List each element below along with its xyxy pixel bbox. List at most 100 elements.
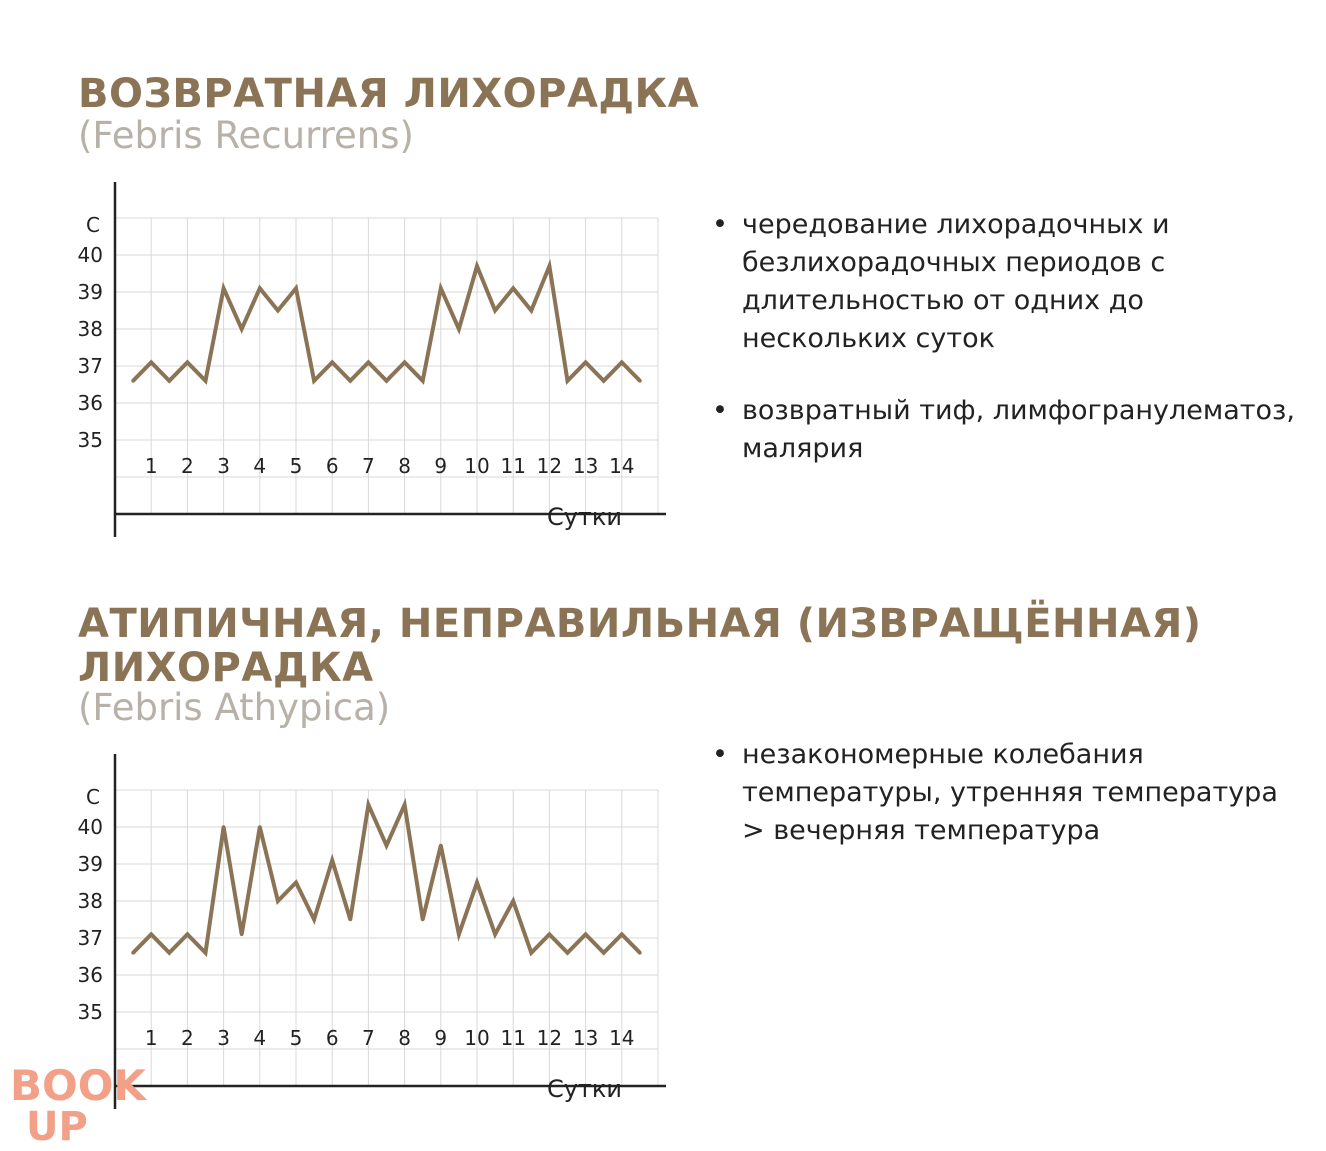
temperature-point	[601, 951, 606, 955]
x-tick-label: 4	[253, 454, 266, 478]
bullet-text: возвратный тиф, лимфогранулематоз, маляр…	[742, 395, 1295, 464]
temperature-point	[475, 880, 479, 885]
temperature-point	[221, 825, 226, 829]
section-2-subtitle: (Febris Athypica)	[78, 686, 391, 729]
temperature-point	[384, 379, 389, 383]
temperature-point	[457, 327, 461, 331]
temperature-point	[239, 327, 244, 331]
temperature-point	[258, 286, 262, 291]
temperature-point	[565, 379, 570, 383]
temperature-point	[348, 917, 353, 922]
temperature-point	[529, 951, 534, 955]
temperature-point	[366, 360, 371, 365]
x-tick-label: 14	[609, 1026, 634, 1050]
section-2-bullets: • незакономерные колебания температуры, у…	[712, 736, 1302, 884]
x-tick-label: 8	[398, 1026, 411, 1050]
temperature-point	[348, 379, 353, 383]
temperature-point	[185, 360, 190, 365]
temperature-point	[402, 803, 407, 807]
logo-line-1: BOOK	[10, 1061, 147, 1110]
x-tick-label: 4	[253, 1026, 266, 1050]
x-tick-label: 13	[573, 1026, 598, 1050]
y-tick-label: 40	[78, 815, 103, 839]
temperature-point	[402, 360, 407, 365]
temperature-point	[167, 379, 172, 383]
temperature-point	[167, 951, 172, 955]
temperature-point	[547, 264, 552, 268]
temperature-point	[601, 379, 606, 383]
temperature-point	[239, 932, 244, 937]
section-1-title: ВОЗВРАТНАЯ ЛИХОРАДКА	[78, 71, 700, 117]
logo-line-2: UP	[26, 1104, 88, 1144]
x-tick-label: 10	[464, 454, 489, 478]
bullet-text: незакономерные колебания температуры, ут…	[742, 739, 1278, 846]
y-tick-label: 37	[78, 926, 103, 950]
y-tick-label: 38	[78, 889, 103, 913]
temperature-point	[384, 843, 389, 848]
temperature-point	[638, 951, 642, 955]
section-1-bullets: • чередование лихорадочных и безлихорадоч…	[712, 206, 1302, 502]
x-tick-label: 8	[398, 454, 411, 478]
bullet-text: чередование лихорадочных и безлихорадочн…	[742, 209, 1170, 354]
temperature-point	[258, 825, 262, 829]
bullet-dot-icon: •	[712, 395, 728, 426]
y-tick-label: 35	[78, 1000, 103, 1024]
temperature-point	[493, 308, 497, 313]
temperature-point	[439, 843, 443, 848]
bullet-item: • чередование лихорадочных и безлихорадоч…	[712, 206, 1302, 358]
temperature-series-line	[131, 258, 642, 386]
bullet-item: • незакономерные колебания температуры, у…	[712, 736, 1302, 850]
temperature-point	[203, 379, 208, 383]
temperature-point	[276, 899, 280, 903]
temperature-point	[294, 880, 298, 885]
y-axis-label: C	[86, 213, 100, 237]
y-tick-label: 36	[78, 963, 103, 987]
temperature-point	[312, 917, 316, 922]
x-tick-label: 14	[609, 454, 634, 478]
temperature-point	[511, 286, 515, 291]
temperature-point	[547, 932, 552, 937]
x-tick-label: 2	[181, 1026, 194, 1050]
y-tick-label: 39	[78, 280, 103, 304]
temperature-point	[583, 360, 588, 365]
temperature-point	[529, 308, 534, 313]
temperature-point	[439, 286, 443, 291]
temperature-point	[312, 379, 316, 383]
temperature-point	[638, 379, 642, 383]
temperature-point	[149, 360, 153, 365]
temperature-point	[366, 803, 371, 807]
bullet-dot-icon: •	[712, 209, 728, 240]
x-tick-label: 7	[362, 454, 375, 478]
x-tick-label: 12	[537, 454, 562, 478]
x-tick-label: 11	[500, 1026, 525, 1050]
x-tick-label: 1	[145, 1026, 158, 1050]
x-tick-label: 2	[181, 454, 194, 478]
temperature-point	[330, 360, 335, 365]
temperature-point	[620, 360, 624, 365]
temperature-point	[420, 379, 425, 383]
x-tick-label: 5	[290, 1026, 303, 1050]
section-1-subtitle: (Febris Recurrens)	[78, 114, 414, 157]
x-tick-label: 9	[434, 454, 447, 478]
temperature-point	[330, 858, 335, 863]
temperature-point	[583, 932, 588, 937]
x-tick-label: 10	[464, 1026, 489, 1050]
bookup-logo: BOOK UP	[10, 1061, 147, 1144]
y-tick-label: 36	[78, 391, 103, 415]
x-axis-label: Сутки	[547, 1075, 622, 1103]
x-tick-label: 6	[326, 1026, 339, 1050]
y-tick-label: 37	[78, 354, 103, 378]
y-tick-label: 38	[78, 317, 103, 341]
x-tick-label: 3	[217, 454, 230, 478]
temperature-point	[185, 932, 190, 937]
temperature-point	[565, 951, 570, 955]
x-tick-label: 13	[573, 454, 598, 478]
temperature-point	[475, 264, 479, 268]
temperature-point	[620, 932, 624, 937]
section-2-title: АТИПИЧНАЯ, НЕПРАВИЛЬНАЯ (ИЗВРАЩЁННАЯ) ЛИ…	[78, 601, 1202, 691]
temperature-point	[149, 932, 153, 937]
temperature-point	[131, 379, 135, 383]
y-tick-label: 40	[78, 243, 103, 267]
